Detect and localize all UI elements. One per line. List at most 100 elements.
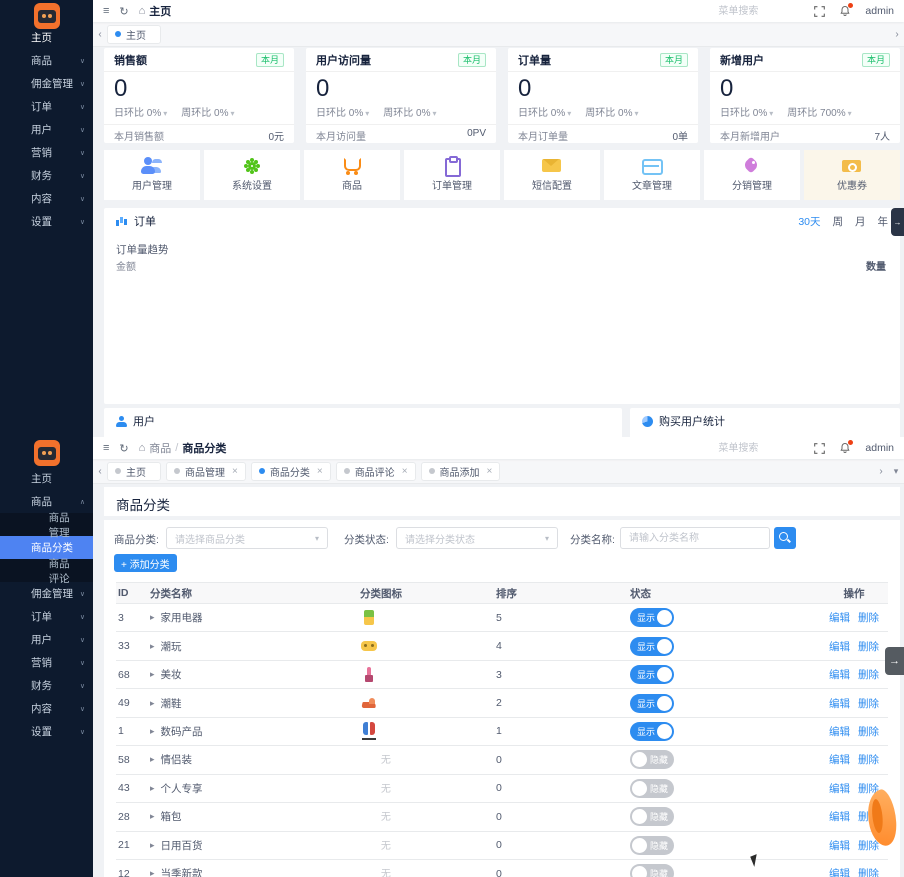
shortcut-card[interactable]: 短信配置: [504, 150, 600, 200]
status-toggle[interactable]: 隐藏: [630, 750, 674, 770]
drawer-handle[interactable]: →: [891, 208, 904, 236]
status-toggle[interactable]: 显示: [630, 608, 674, 628]
edit-link[interactable]: 编辑: [829, 868, 850, 877]
sidebar-item[interactable]: 订单 ∨: [0, 95, 93, 118]
tabs-menu-icon[interactable]: ▾: [893, 465, 899, 476]
delete-link[interactable]: 删除: [858, 725, 879, 738]
tab[interactable]: 商品管理 ×: [166, 461, 246, 481]
sidebar-item[interactable]: 佣金管理 ∨: [0, 582, 93, 605]
shortcut-card[interactable]: 商品: [304, 150, 400, 200]
sidebar-item[interactable]: 设置 ∨: [0, 720, 93, 743]
bell-icon[interactable]: [839, 3, 854, 17]
edit-link[interactable]: 编辑: [829, 612, 850, 625]
edit-link[interactable]: 编辑: [829, 839, 850, 852]
close-icon[interactable]: ×: [401, 465, 408, 477]
period-option[interactable]: 30天: [798, 215, 821, 228]
shortcut-card[interactable]: 分销管理: [704, 150, 800, 200]
tab[interactable]: 商品分类 ×: [250, 461, 331, 481]
expand-caret-icon[interactable]: ▸: [150, 725, 155, 736]
sidebar-item[interactable]: 内容 ∨: [0, 187, 93, 210]
shortcut-card[interactable]: 系统设置: [204, 150, 300, 200]
refresh-icon[interactable]: ↻: [119, 442, 129, 455]
shortcut-card[interactable]: 用户管理: [104, 150, 200, 200]
edit-link[interactable]: 编辑: [829, 725, 850, 738]
category-select[interactable]: 请选择商品分类 ▾: [166, 527, 328, 549]
tab[interactable]: 主页: [107, 24, 161, 44]
expand-caret-icon[interactable]: ▸: [150, 612, 155, 623]
status-toggle[interactable]: 显示: [630, 665, 674, 685]
sidebar-item[interactable]: 商品管理: [0, 512, 93, 539]
tabs-scroll-right-icon[interactable]: ›: [895, 28, 899, 40]
edit-link[interactable]: 编辑: [829, 669, 850, 682]
sidebar-item[interactable]: 营销 ∨: [0, 651, 93, 674]
expand-caret-icon[interactable]: ▸: [150, 811, 155, 822]
sidebar-item[interactable]: 商品 ∧: [0, 490, 93, 513]
status-toggle[interactable]: 隐藏: [630, 835, 674, 855]
bell-icon[interactable]: [839, 440, 854, 454]
expand-caret-icon[interactable]: ▸: [150, 754, 155, 765]
fullscreen-icon[interactable]: [814, 442, 826, 454]
tab[interactable]: 商品添加 ×: [420, 461, 501, 481]
breadcrumb-section[interactable]: 商品: [149, 443, 172, 455]
hamburger-icon[interactable]: ≡: [103, 442, 110, 454]
tab[interactable]: 商品评论 ×: [335, 461, 416, 481]
add-category-button[interactable]: + 添加分类: [114, 554, 177, 572]
period-option[interactable]: 周: [832, 215, 844, 228]
delete-link[interactable]: 删除: [858, 868, 879, 877]
drawer-handle[interactable]: →: [885, 647, 904, 675]
sidebar-item[interactable]: 商品评论: [0, 558, 93, 585]
close-icon[interactable]: ×: [232, 465, 238, 477]
delete-link[interactable]: 删除: [858, 640, 879, 653]
shortcut-card[interactable]: 文章管理: [604, 150, 700, 200]
username[interactable]: admin: [865, 442, 894, 454]
period-option[interactable]: 月: [855, 215, 866, 228]
sidebar-item[interactable]: 商品分类: [0, 536, 93, 559]
close-icon[interactable]: ×: [316, 465, 323, 477]
status-toggle[interactable]: 隐藏: [630, 864, 674, 877]
sidebar-item[interactable]: 财务 ∨: [0, 674, 93, 697]
sidebar-item[interactable]: 财务 ∨: [0, 164, 93, 187]
sidebar-item[interactable]: 商品 ∨: [0, 49, 93, 72]
delete-link[interactable]: 删除: [858, 697, 879, 710]
expand-caret-icon[interactable]: ▸: [150, 868, 155, 877]
search-button[interactable]: [774, 527, 796, 549]
status-toggle[interactable]: 显示: [630, 721, 674, 741]
delete-link[interactable]: 删除: [858, 754, 879, 767]
hamburger-icon[interactable]: ≡: [103, 5, 110, 17]
status-select[interactable]: 请选择分类状态 ▾: [396, 527, 558, 549]
sidebar-item[interactable]: 内容 ∨: [0, 697, 93, 720]
sidebar-item[interactable]: 用户 ∨: [0, 118, 93, 141]
sidebar-item[interactable]: 订单 ∨: [0, 605, 93, 628]
sidebar-item[interactable]: 营销 ∨: [0, 141, 93, 164]
shortcut-card[interactable]: 订单管理: [404, 150, 500, 200]
delete-link[interactable]: 删除: [858, 669, 879, 682]
close-icon[interactable]: ×: [486, 465, 493, 477]
sidebar-item[interactable]: 用户 ∨: [0, 628, 93, 651]
search-input[interactable]: [716, 441, 801, 455]
edit-link[interactable]: 编辑: [829, 754, 850, 767]
period-option[interactable]: 年: [877, 215, 889, 228]
edit-link[interactable]: 编辑: [829, 782, 850, 795]
edit-link[interactable]: 编辑: [829, 640, 850, 653]
sidebar-item[interactable]: 主页: [0, 467, 93, 490]
expand-caret-icon[interactable]: ▸: [150, 640, 155, 651]
status-toggle[interactable]: 显示: [630, 693, 674, 713]
delete-link[interactable]: 删除: [858, 612, 879, 625]
sidebar-item[interactable]: 佣金管理 ∨: [0, 72, 93, 95]
expand-caret-icon[interactable]: ▸: [150, 839, 155, 850]
status-toggle[interactable]: 隐藏: [630, 778, 674, 798]
fullscreen-icon[interactable]: [814, 5, 826, 17]
username[interactable]: admin: [865, 5, 894, 17]
status-toggle[interactable]: 隐藏: [630, 807, 674, 827]
tabs-scroll-left-icon[interactable]: ‹: [98, 465, 102, 477]
edit-link[interactable]: 编辑: [829, 811, 850, 824]
sidebar-item[interactable]: 设置 ∨: [0, 210, 93, 233]
shortcut-card[interactable]: 优惠券: [804, 150, 900, 200]
category-name-input[interactable]: [620, 527, 770, 549]
delete-link[interactable]: 删除: [858, 839, 879, 852]
expand-caret-icon[interactable]: ▸: [150, 669, 155, 680]
status-toggle[interactable]: 显示: [630, 636, 674, 656]
tabs-scroll-right-icon[interactable]: ›: [879, 465, 883, 477]
search-input[interactable]: [716, 4, 801, 18]
tabs-scroll-left-icon[interactable]: ‹: [98, 28, 102, 40]
